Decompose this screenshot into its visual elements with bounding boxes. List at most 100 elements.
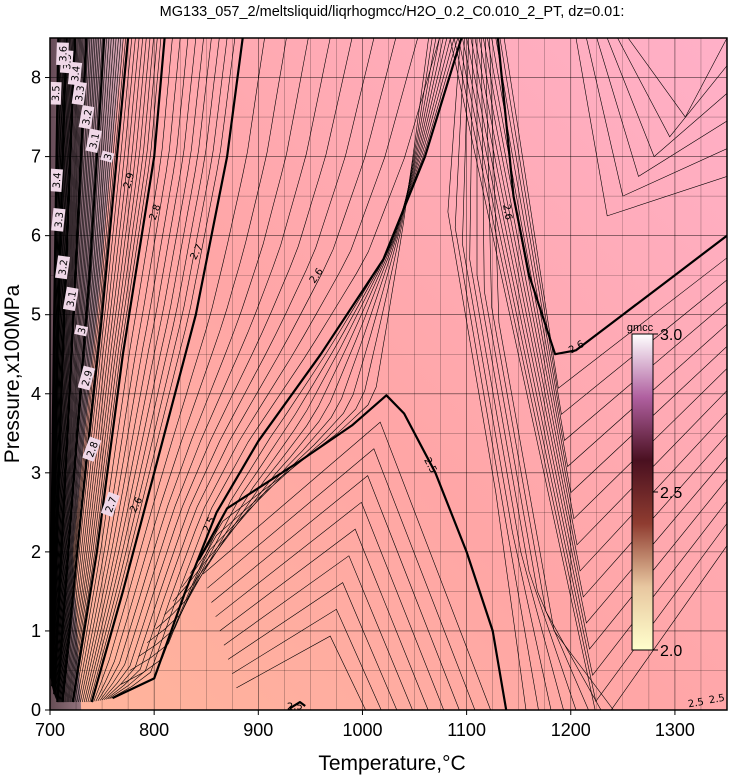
- colorbar-ticks: 3.0 2.5 2.0: [653, 327, 682, 660]
- minor-contour: [155, 38, 444, 630]
- minor-contour: [78, 38, 189, 703]
- contour-label-bg: [56, 42, 69, 66]
- grid-lines: [50, 38, 727, 710]
- minor-contour: [190, 38, 429, 574]
- contour-label: 3.3: [74, 85, 87, 102]
- contour-2-9: [61, 38, 130, 703]
- minor-contour: [129, 38, 455, 671]
- colorbar-tick-label: 3.0: [660, 327, 682, 344]
- minor-contour: [110, 38, 440, 699]
- minor-contour: [447, 38, 527, 710]
- minor-contour: [95, 38, 287, 702]
- plot-area: 2.62.62.62.52.52.62.72.72.82.82.92.9333.…: [50, 38, 727, 712]
- contour-label: 2.6: [500, 203, 514, 221]
- y-tick-label: 6: [31, 226, 41, 246]
- minor-contour: [93, 38, 265, 702]
- minor-contour: [101, 38, 353, 701]
- y-axis-ticks: 0 1 2 3 4 5 6 7 8: [31, 68, 50, 720]
- minor-contour: [52, 38, 80, 690]
- contour-label-bg: [78, 104, 95, 130]
- minor-contour: [83, 38, 212, 703]
- colorbar-tick-label: 2.0: [660, 643, 682, 660]
- contour-label: 3.1: [65, 290, 79, 308]
- contour-2-8: [71, 38, 166, 703]
- contour-label-group: 3.2: [54, 255, 71, 280]
- minor-contour: [227, 582, 398, 710]
- minor-contour: [478, 38, 727, 546]
- minor-contour: [596, 38, 727, 177]
- y-tick-label: 0: [31, 700, 41, 720]
- minor-contour: [74, 38, 173, 703]
- minor-contour: [53, 38, 83, 692]
- contour-label-bg: [100, 150, 115, 163]
- contour-label-group: 2.8: [82, 436, 102, 462]
- y-tick-label: 8: [31, 68, 41, 88]
- contour-label-group: 3.2: [78, 104, 95, 130]
- minor-contour: [68, 38, 151, 703]
- contour-label: 2.5: [687, 697, 705, 711]
- contour-label-bg: [71, 81, 87, 106]
- contour-label-bg: [62, 286, 79, 312]
- minor-contour: [480, 38, 589, 710]
- minor-contour: [53, 38, 84, 692]
- contour-label-group: 3.6: [56, 42, 70, 66]
- minor-contour: [449, 38, 727, 710]
- contour-label-group: 2.9: [77, 365, 95, 391]
- x-axis-title: Temperature,°C: [318, 752, 465, 775]
- contour-label-group: 2.5: [287, 701, 303, 712]
- contour-label-group: 3: [74, 324, 89, 337]
- contour-label: 3: [103, 152, 115, 161]
- contour-label-group: 3.4: [50, 168, 64, 192]
- colorbar: gmcc 3.0 2.5 2.0: [627, 322, 682, 660]
- contour-label-group: 3.3: [51, 207, 66, 232]
- contour-label-bg: [85, 128, 102, 154]
- minor-contour: [617, 38, 727, 138]
- minor-contour: [207, 448, 476, 710]
- contour-label: 3.4: [70, 65, 83, 82]
- contour-label-group: 2.6: [500, 203, 514, 221]
- minor-contour: [76, 38, 181, 703]
- minor-contour: [454, 38, 539, 710]
- minor-contour: [458, 38, 727, 676]
- minor-contour: [474, 38, 727, 572]
- contour-label-group: 3.1: [85, 128, 102, 154]
- minor-contour: [462, 38, 552, 710]
- contour-label-group: 2.8: [148, 203, 164, 222]
- minor-contour: [499, 38, 727, 415]
- minor-contour: [164, 38, 440, 616]
- contour-2-6: [496, 38, 727, 356]
- minor-contour: [462, 38, 727, 650]
- y-tick-label: 1: [31, 621, 41, 641]
- x-tick-label: 1100: [447, 720, 486, 740]
- y-tick-label: 4: [31, 384, 41, 404]
- contour-2-5: [197, 394, 508, 710]
- minor-contour: [82, 38, 204, 703]
- major-contours: [50, 38, 727, 710]
- contour-label: 3.2: [57, 259, 70, 276]
- minor-contour: [120, 38, 459, 685]
- contour-label: 2.5: [708, 693, 726, 707]
- minor-contour: [236, 635, 366, 710]
- minor-contour: [85, 38, 220, 703]
- contour-label: 2.5: [287, 701, 303, 712]
- minor-contour: [67, 38, 147, 703]
- minor-contour: [70, 38, 158, 703]
- contour-label: 3.1: [88, 132, 102, 150]
- minor-contour: [503, 38, 727, 389]
- minor-contour: [103, 38, 375, 700]
- contour-label: 2.9: [122, 172, 137, 191]
- minor-contour: [575, 38, 727, 217]
- chart-title: MG133_057_2/meltsliquid/liqrhogmcc/H2O_0…: [160, 4, 625, 20]
- minor-contour: [223, 555, 413, 710]
- minor-contour: [181, 38, 433, 588]
- contour-labels: 2.62.62.62.52.52.62.72.72.82.82.92.9333.…: [50, 42, 726, 712]
- y-tick-label: 5: [31, 305, 41, 325]
- contour-label-group: 2.9: [122, 172, 137, 191]
- contour-label-group: 3.5: [50, 81, 62, 105]
- contour-label-group: 2.5: [708, 693, 726, 707]
- contour-label: 2.8: [85, 440, 101, 459]
- contour-label: 2.7: [104, 496, 120, 515]
- contour-label-group: 3: [100, 150, 115, 163]
- x-tick-label: 800: [139, 720, 169, 740]
